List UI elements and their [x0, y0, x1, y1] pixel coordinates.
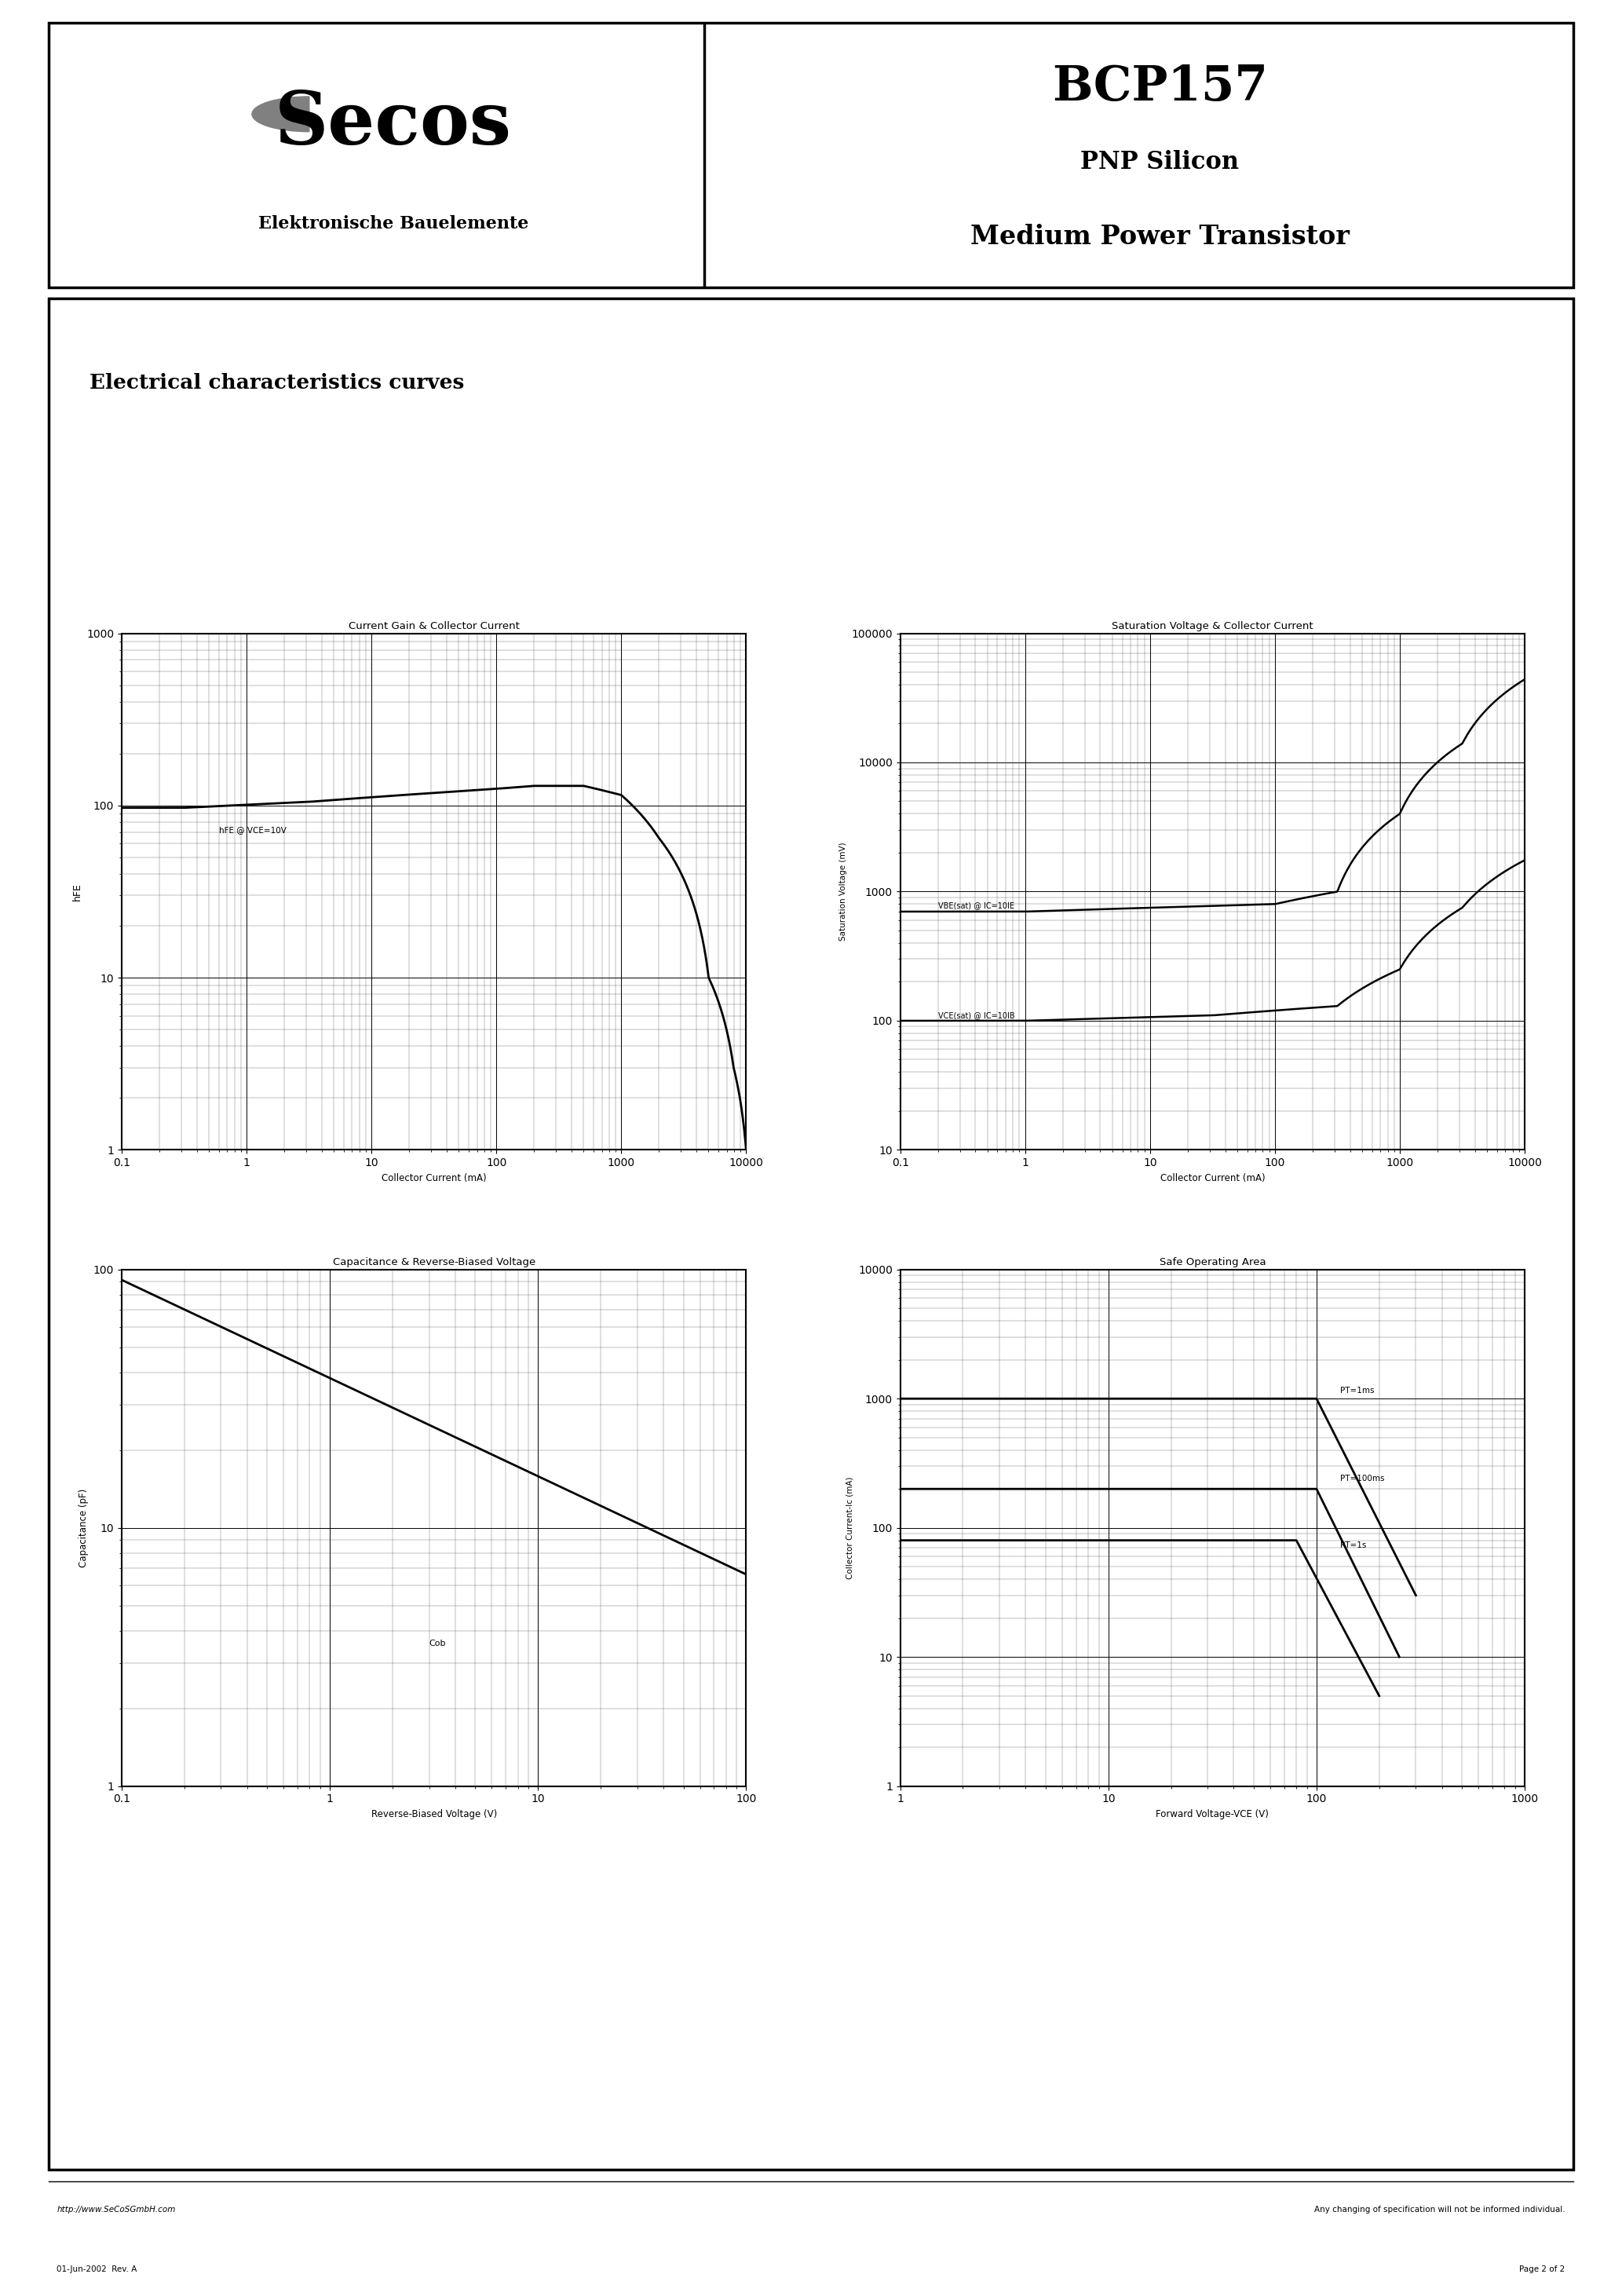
Text: Elektronische Bauelemente: Elektronische Bauelemente: [258, 216, 529, 232]
Text: VBE(sat) @ IC=10IE: VBE(sat) @ IC=10IE: [938, 902, 1014, 909]
Text: hFE @ VCE=10V: hFE @ VCE=10V: [219, 827, 285, 833]
FancyBboxPatch shape: [49, 298, 1573, 2170]
Text: Medium Power Transistor: Medium Power Transistor: [970, 225, 1350, 250]
Y-axis label: Collector Current-Ic (mA): Collector Current-Ic (mA): [847, 1476, 853, 1580]
X-axis label: Forward Voltage-VCE (V): Forward Voltage-VCE (V): [1156, 1809, 1268, 1818]
Y-axis label: Saturation Voltage (mV): Saturation Voltage (mV): [839, 843, 847, 941]
Title: Safe Operating Area: Safe Operating Area: [1160, 1258, 1265, 1267]
Y-axis label: Capacitance (pF): Capacitance (pF): [79, 1488, 89, 1568]
Text: Any changing of specification will not be informed individual.: Any changing of specification will not b…: [1314, 2206, 1565, 2213]
Text: Page 2 of 2: Page 2 of 2: [1520, 2266, 1565, 2273]
Text: BCP157: BCP157: [1051, 64, 1268, 110]
Title: Current Gain & Collector Current: Current Gain & Collector Current: [349, 622, 519, 631]
Text: PT=1s: PT=1s: [1340, 1541, 1366, 1550]
Text: Cob: Cob: [430, 1639, 446, 1646]
X-axis label: Collector Current (mA): Collector Current (mA): [1160, 1173, 1265, 1182]
X-axis label: Collector Current (mA): Collector Current (mA): [381, 1173, 487, 1182]
Text: PNP Silicon: PNP Silicon: [1080, 149, 1239, 174]
Text: Electrical characteristics curves: Electrical characteristics curves: [89, 372, 464, 393]
Text: Secos: Secos: [274, 90, 513, 161]
Y-axis label: hFE: hFE: [71, 882, 83, 900]
Text: 01-Jun-2002  Rev. A: 01-Jun-2002 Rev. A: [57, 2266, 138, 2273]
Text: PT=1ms: PT=1ms: [1340, 1387, 1374, 1396]
Text: VCE(sat) @ IC=10IB: VCE(sat) @ IC=10IB: [938, 1013, 1014, 1019]
Title: Saturation Voltage & Collector Current: Saturation Voltage & Collector Current: [1111, 622, 1314, 631]
Text: PT=100ms: PT=100ms: [1340, 1474, 1385, 1483]
Wedge shape: [251, 96, 310, 131]
FancyBboxPatch shape: [49, 23, 1573, 287]
X-axis label: Reverse-Biased Voltage (V): Reverse-Biased Voltage (V): [371, 1809, 496, 1818]
Title: Capacitance & Reverse-Biased Voltage: Capacitance & Reverse-Biased Voltage: [333, 1258, 535, 1267]
Text: http://www.SeCoSGmbH.com: http://www.SeCoSGmbH.com: [57, 2206, 175, 2213]
